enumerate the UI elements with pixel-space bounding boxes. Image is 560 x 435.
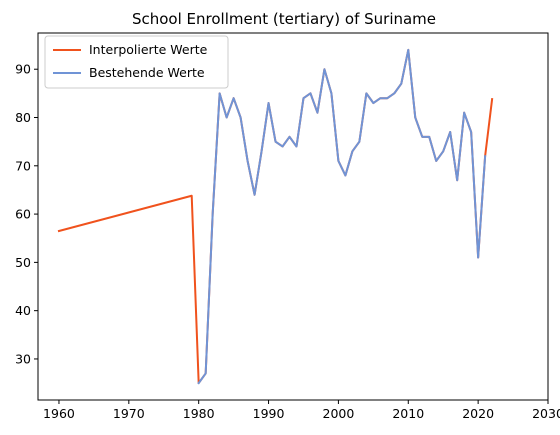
y-tick-label: 70 — [15, 158, 31, 173]
legend: Interpolierte Werte Bestehende Werte — [44, 35, 229, 89]
y-tick-label: 90 — [15, 62, 31, 77]
legend-box — [44, 35, 229, 89]
series-line-interpolated — [57, 48, 494, 385]
x-tick-label: 1970 — [113, 406, 145, 421]
chart-title: School Enrollment (tertiary) of Suriname — [132, 10, 436, 28]
y-tick-label: 60 — [15, 207, 31, 222]
axes: 1960 1970 1980 1990 2000 2010 2020 2030 30 40 50 60… — [15, 32, 560, 421]
y-tick-label: 80 — [15, 110, 31, 125]
x-tick-label: 1990 — [253, 406, 285, 421]
y-tick-label: 40 — [15, 303, 31, 318]
plot-area — [57, 48, 494, 385]
x-tick-label: 2020 — [462, 406, 494, 421]
y-tick-label: 30 — [15, 351, 31, 366]
x-tick-label: 2000 — [323, 406, 355, 421]
legend-label-existing: Bestehende Werte — [89, 65, 205, 80]
x-tick-label: 2010 — [392, 406, 424, 421]
x-tick-label: 1980 — [183, 406, 215, 421]
axes-frame — [37, 32, 549, 401]
x-tick-label: 1960 — [43, 406, 75, 421]
series-line-existing — [197, 48, 487, 385]
x-tick-label: 2030 — [532, 406, 560, 421]
legend-label-interpolated: Interpolierte Werte — [89, 42, 208, 57]
y-tick-label: 50 — [15, 255, 31, 270]
